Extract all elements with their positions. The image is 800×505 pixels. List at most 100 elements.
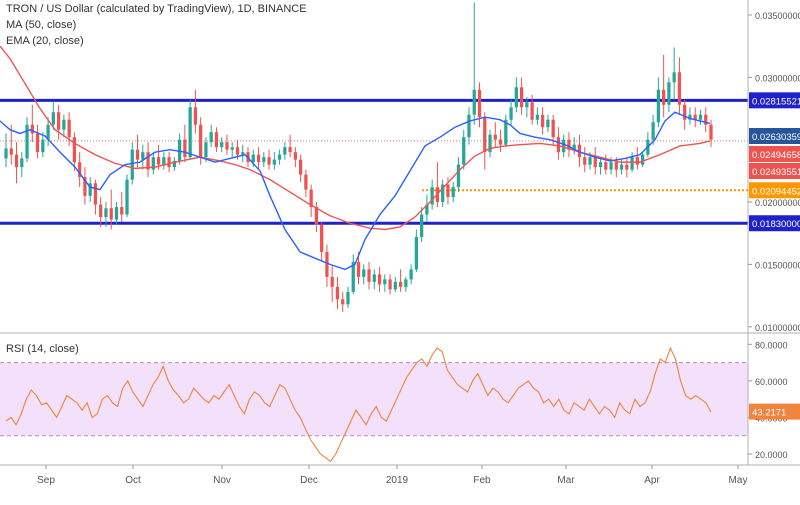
candle	[651, 114, 655, 145]
candle	[214, 127, 219, 153]
candle-body	[477, 89, 482, 118]
rsi-tick-label: 80.0000	[755, 340, 788, 350]
candle	[472, 2, 476, 125]
candle	[598, 157, 603, 175]
price-tag-3-bg	[749, 163, 800, 179]
candle-body	[593, 157, 597, 168]
candle	[377, 266, 382, 292]
candle	[183, 124, 187, 163]
candle-body	[193, 107, 198, 125]
candle-body	[325, 251, 329, 277]
candle-body	[230, 147, 234, 150]
price-tick-label: 0.02000000	[755, 198, 800, 208]
candle	[546, 114, 550, 133]
candle	[541, 107, 545, 135]
price-tag-1-bg	[749, 128, 800, 144]
candle-body	[35, 133, 40, 153]
price-tick-label: 0.03500000	[755, 11, 800, 21]
candle-body	[640, 154, 645, 165]
candle-body	[272, 159, 276, 165]
candle-body	[109, 208, 113, 220]
candle-body	[546, 119, 550, 128]
candle-body	[351, 261, 355, 292]
candle-body	[704, 114, 708, 125]
time-tick-label: May	[729, 475, 748, 486]
candle	[667, 77, 671, 113]
candle-body	[199, 124, 203, 158]
candle	[241, 144, 245, 163]
candle-body	[283, 147, 287, 155]
rsi-line	[5, 346, 712, 463]
candle-body	[530, 102, 534, 120]
rsi-value-tag-label: 43.2171	[752, 408, 786, 419]
candle	[283, 142, 287, 160]
candle	[109, 189, 113, 230]
time-tick-label: Sep	[37, 475, 55, 486]
candle	[9, 124, 13, 165]
candle	[683, 99, 687, 130]
candle-body	[141, 152, 145, 160]
candle-body	[356, 261, 361, 277]
ema-legend: EMA (20, close)	[6, 35, 84, 47]
candle	[404, 276, 408, 292]
candle-body	[93, 183, 98, 205]
candle-body	[562, 139, 566, 153]
candle-body	[609, 162, 613, 170]
candle	[483, 112, 487, 170]
candle	[14, 142, 19, 184]
candle-body	[114, 207, 119, 220]
candle-body	[656, 89, 661, 123]
candle-body	[709, 124, 713, 140]
candle	[225, 134, 229, 155]
candle	[330, 264, 334, 302]
support-tag: 0.02094452	[749, 182, 800, 199]
candle-body	[698, 114, 703, 120]
candle-body	[146, 152, 150, 170]
candle	[698, 109, 703, 125]
candle-body	[78, 162, 82, 178]
candle-body	[41, 139, 45, 153]
candle-body	[267, 157, 271, 165]
candle	[456, 157, 461, 193]
candle	[688, 107, 692, 125]
candle	[451, 182, 455, 203]
candle	[498, 129, 503, 153]
time-tick-label: Mar	[557, 475, 575, 486]
candle-body	[183, 139, 187, 158]
candle	[346, 286, 350, 309]
candle	[393, 276, 397, 292]
candle-body	[462, 137, 466, 165]
candle	[78, 152, 82, 188]
candle	[193, 89, 198, 134]
candle	[51, 102, 55, 130]
time-tick-label: Apr	[644, 475, 660, 486]
candle-body	[662, 89, 666, 105]
rsi-band	[0, 362, 748, 436]
candle-body	[509, 107, 513, 120]
candle-body	[541, 114, 545, 128]
candle-body	[235, 147, 240, 155]
candle	[72, 132, 77, 171]
level-tag-bottom-bg	[749, 215, 800, 232]
candle-body	[425, 204, 429, 215]
ma-legend: MA (50, close)	[6, 19, 77, 31]
candle-body	[683, 104, 687, 120]
candle	[156, 144, 161, 170]
candle	[304, 169, 308, 198]
candle-body	[446, 184, 450, 198]
candle-body	[162, 157, 166, 165]
candle-body	[651, 122, 655, 140]
candle	[567, 132, 571, 158]
price-tag-2-label: 0.02494658	[752, 150, 800, 161]
candle	[430, 179, 434, 210]
candle-body	[256, 154, 261, 163]
rsi-value-tag: 43.2171	[749, 403, 800, 420]
candle	[409, 264, 413, 285]
level-tag-top: 0.02815521	[749, 92, 800, 109]
candle-body	[667, 82, 671, 105]
candle-body	[214, 132, 219, 148]
candle	[693, 107, 697, 128]
candle	[267, 149, 271, 170]
candle	[551, 114, 555, 145]
